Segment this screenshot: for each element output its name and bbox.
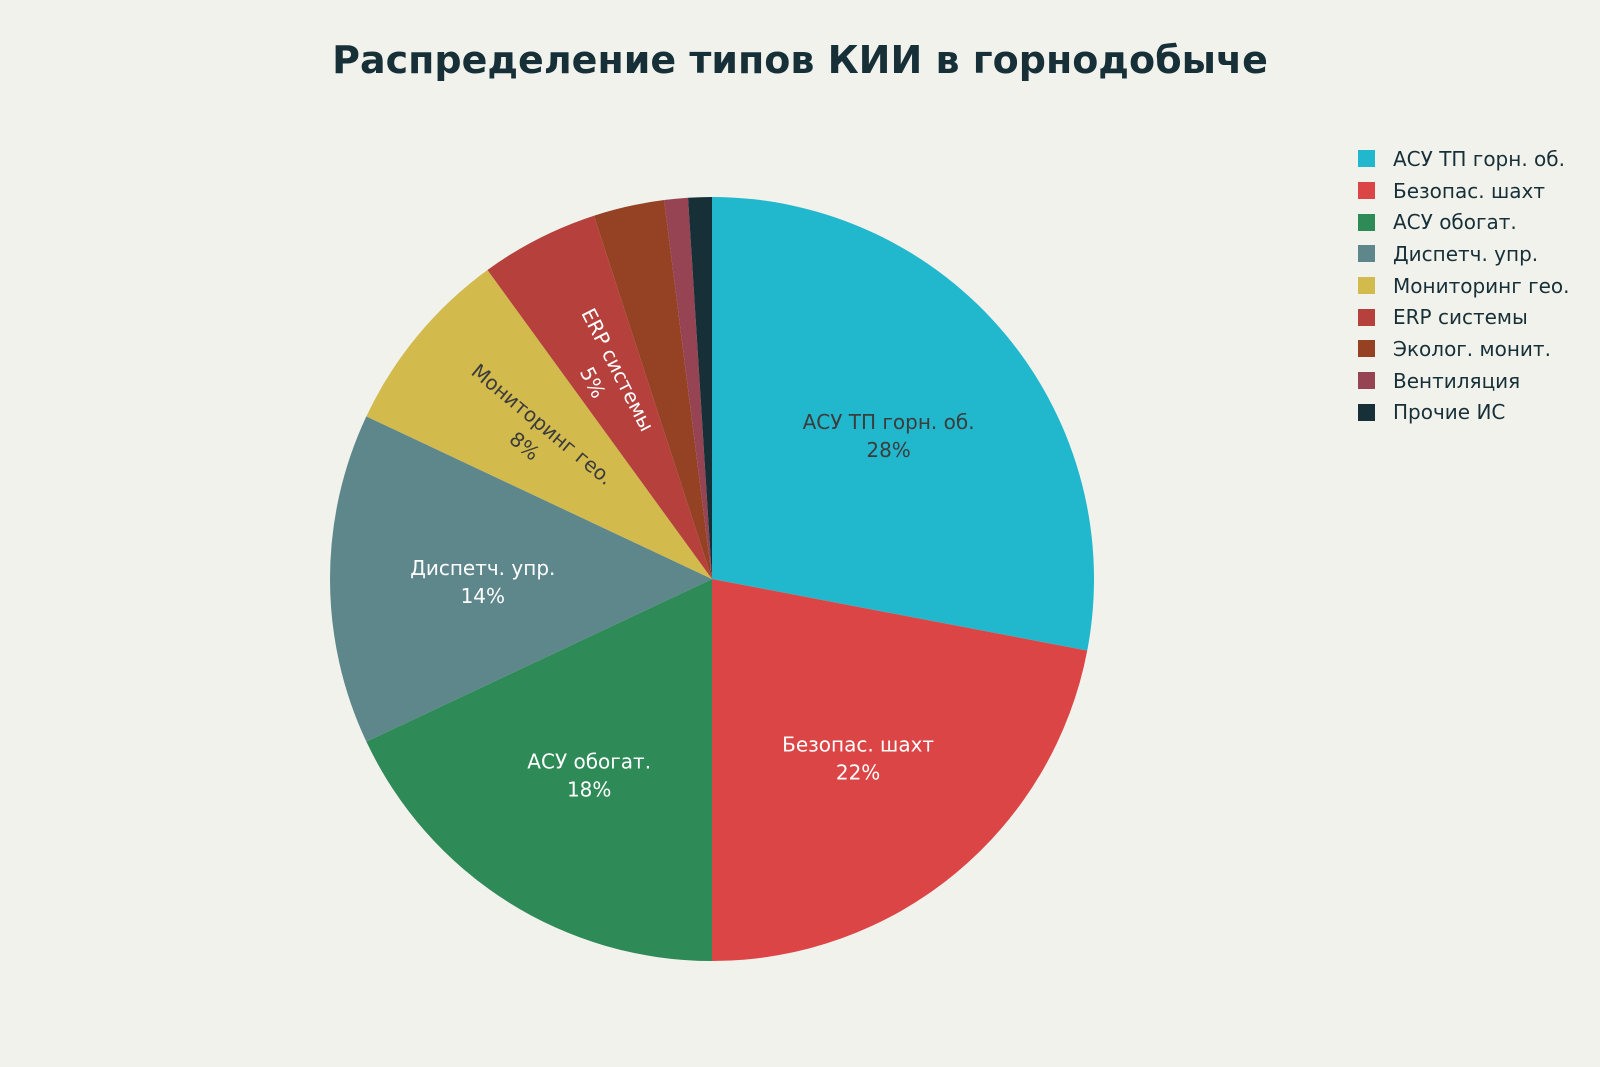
slice-label: АСУ ТП горн. об. 28%	[803, 410, 975, 462]
legend-label: АСУ ТП горн. об.	[1393, 146, 1565, 171]
legend-swatch	[1358, 372, 1375, 390]
legend-item: Прочие ИС	[1358, 397, 1570, 429]
legend-label: Диспетч. упр.	[1393, 241, 1539, 266]
legend-swatch	[1358, 213, 1375, 231]
legend-swatch	[1358, 340, 1375, 358]
legend-item: Эколог. монит.	[1358, 333, 1570, 365]
chart-legend: АСУ ТП горн. об. Безопас. шахт АСУ обогат.…	[1358, 143, 1570, 428]
legend-item: АСУ обогат.	[1358, 206, 1570, 238]
legend-swatch	[1358, 245, 1375, 263]
legend-item: Мониторинг гео.	[1358, 270, 1570, 302]
pie-slice	[712, 579, 1088, 961]
pie-slice	[712, 197, 1094, 651]
chart-title: Распределение типов КИИ в горнодобыче	[332, 38, 1268, 82]
pie-slice	[593, 200, 712, 579]
pie-slice	[366, 269, 712, 579]
legend-item: Диспетч. упр.	[1358, 238, 1570, 270]
legend-swatch	[1358, 182, 1375, 200]
legend-label: АСУ обогат.	[1393, 210, 1517, 235]
legend-label: Прочие ИС	[1393, 400, 1506, 425]
legend-item: ERP системы	[1358, 301, 1570, 333]
legend-label: Безопас. шахт	[1393, 178, 1545, 203]
slice-label: Безопас. шахт 22%	[782, 733, 934, 785]
legend-swatch	[1358, 277, 1375, 295]
pie-slice	[688, 197, 712, 579]
legend-item: Вентиляция	[1358, 365, 1570, 397]
legend-item: АСУ ТП горн. об.	[1358, 143, 1570, 175]
legend-label: Вентиляция	[1393, 368, 1521, 393]
slice-label: Диспетч. упр. 14%	[410, 556, 555, 608]
pie-slice	[330, 416, 712, 742]
legend-label: ERP системы	[1393, 305, 1528, 330]
legend-label: Мониторинг гео.	[1393, 273, 1570, 298]
legend-swatch	[1358, 308, 1375, 326]
pie-slice	[487, 215, 712, 579]
legend-label: Эколог. монит.	[1393, 336, 1551, 361]
pie-slice	[366, 579, 712, 961]
legend-swatch	[1358, 403, 1375, 421]
legend-swatch	[1358, 150, 1375, 168]
pie-slice	[664, 197, 712, 579]
legend-item: Безопас. шахт	[1358, 175, 1570, 207]
slice-label: АСУ обогат. 18%	[527, 750, 651, 802]
pie-slices	[330, 197, 1094, 961]
